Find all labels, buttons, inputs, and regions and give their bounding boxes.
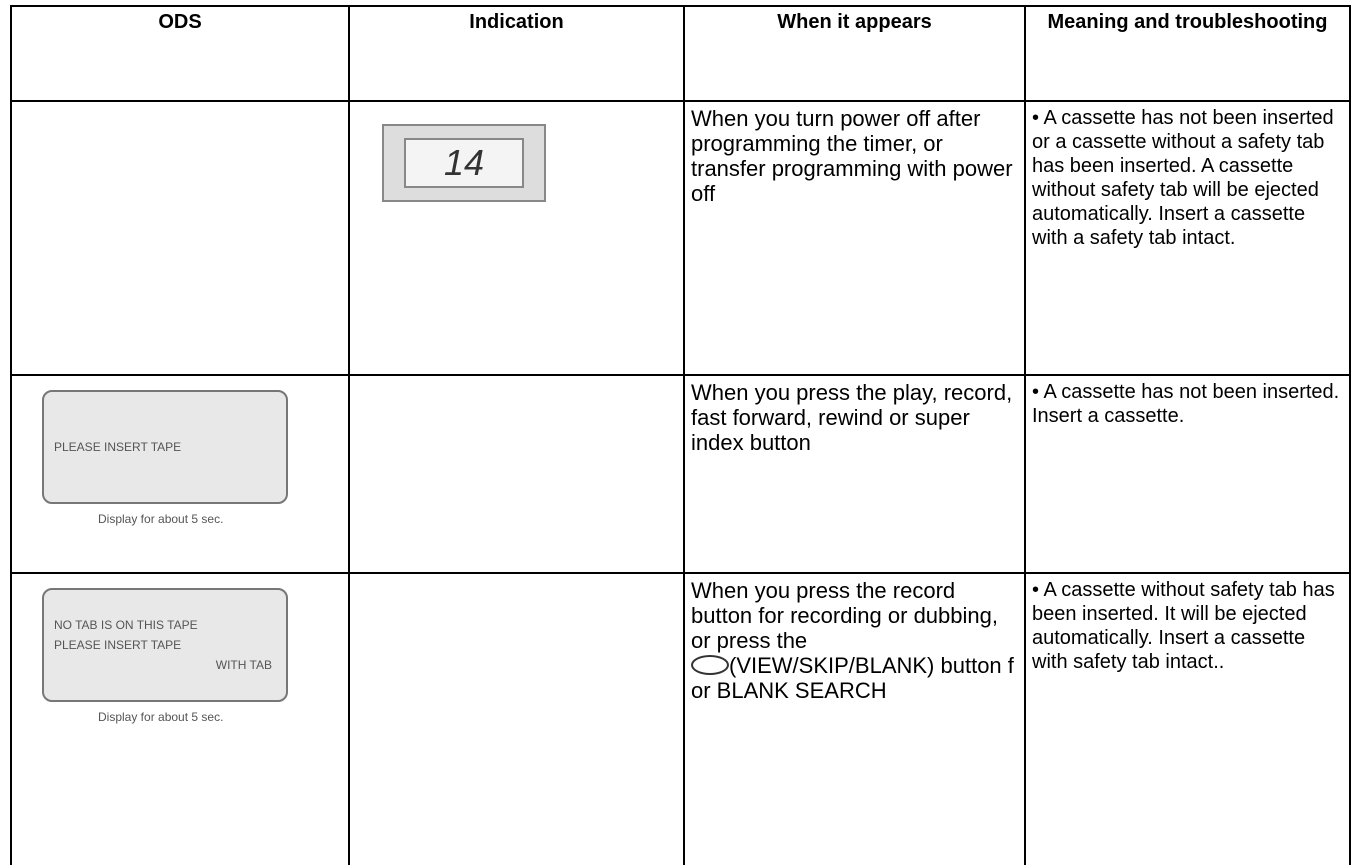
screen-text: WITH TAB <box>215 658 272 672</box>
indication-cell <box>348 572 685 865</box>
screen-text: NO TAB IS ON THIS TAPE <box>54 618 198 632</box>
when-text: (VIEW/SKIP/BLANK) button for BLANK SEARC… <box>691 653 1014 703</box>
meaning-cell: • A cassette has not been inserted. Inse… <box>1024 374 1351 574</box>
when-cell: When you turn power off after programmin… <box>683 100 1026 376</box>
header-row: ODS Indication When it appears Meaning a… <box>10 5 1351 102</box>
ods-table: ODS Indication When it appears Meaning a… <box>10 5 1351 865</box>
header-cell: Indication <box>348 5 685 102</box>
ods-cell: PLEASE INSERT TAPE Display for about 5 s… <box>10 374 350 574</box>
screen-text: PLEASE INSERT TAPE <box>54 638 182 652</box>
display-graphic: 14 <box>382 124 546 202</box>
ods-cell <box>10 100 350 376</box>
row: 14 When you turn power off after program… <box>10 100 1351 376</box>
header-cell: Meaning and troubleshooting <box>1024 5 1351 102</box>
when-cell: When you press the record button for rec… <box>683 572 1026 865</box>
caption: Display for about 5 sec. <box>98 512 224 526</box>
header-cell: ODS <box>10 5 350 102</box>
indication-cell: 14 <box>348 100 685 376</box>
header-cell: When it appears <box>683 5 1026 102</box>
row: NO TAB IS ON THIS TAPE PLEASE INSERT TAP… <box>10 572 1351 865</box>
button-icon <box>691 655 729 675</box>
screen-graphic: NO TAB IS ON THIS TAPE PLEASE INSERT TAP… <box>42 588 288 702</box>
meaning-cell: • A cassette has not been inserted or a … <box>1024 100 1351 376</box>
when-cell: When you press the play, record, fast fo… <box>683 374 1026 574</box>
caption: Display for about 5 sec. <box>98 710 224 724</box>
when-text: When you press the record button for rec… <box>691 578 998 653</box>
screen-text: PLEASE INSERT TAPE <box>54 440 182 454</box>
display-text: 14 <box>404 138 524 188</box>
meaning-cell: • A cassette without safety tab has been… <box>1024 572 1351 865</box>
screen-graphic: PLEASE INSERT TAPE <box>42 390 288 504</box>
indication-cell <box>348 374 685 574</box>
ods-cell: NO TAB IS ON THIS TAPE PLEASE INSERT TAP… <box>10 572 350 865</box>
row: PLEASE INSERT TAPE Display for about 5 s… <box>10 374 1351 574</box>
